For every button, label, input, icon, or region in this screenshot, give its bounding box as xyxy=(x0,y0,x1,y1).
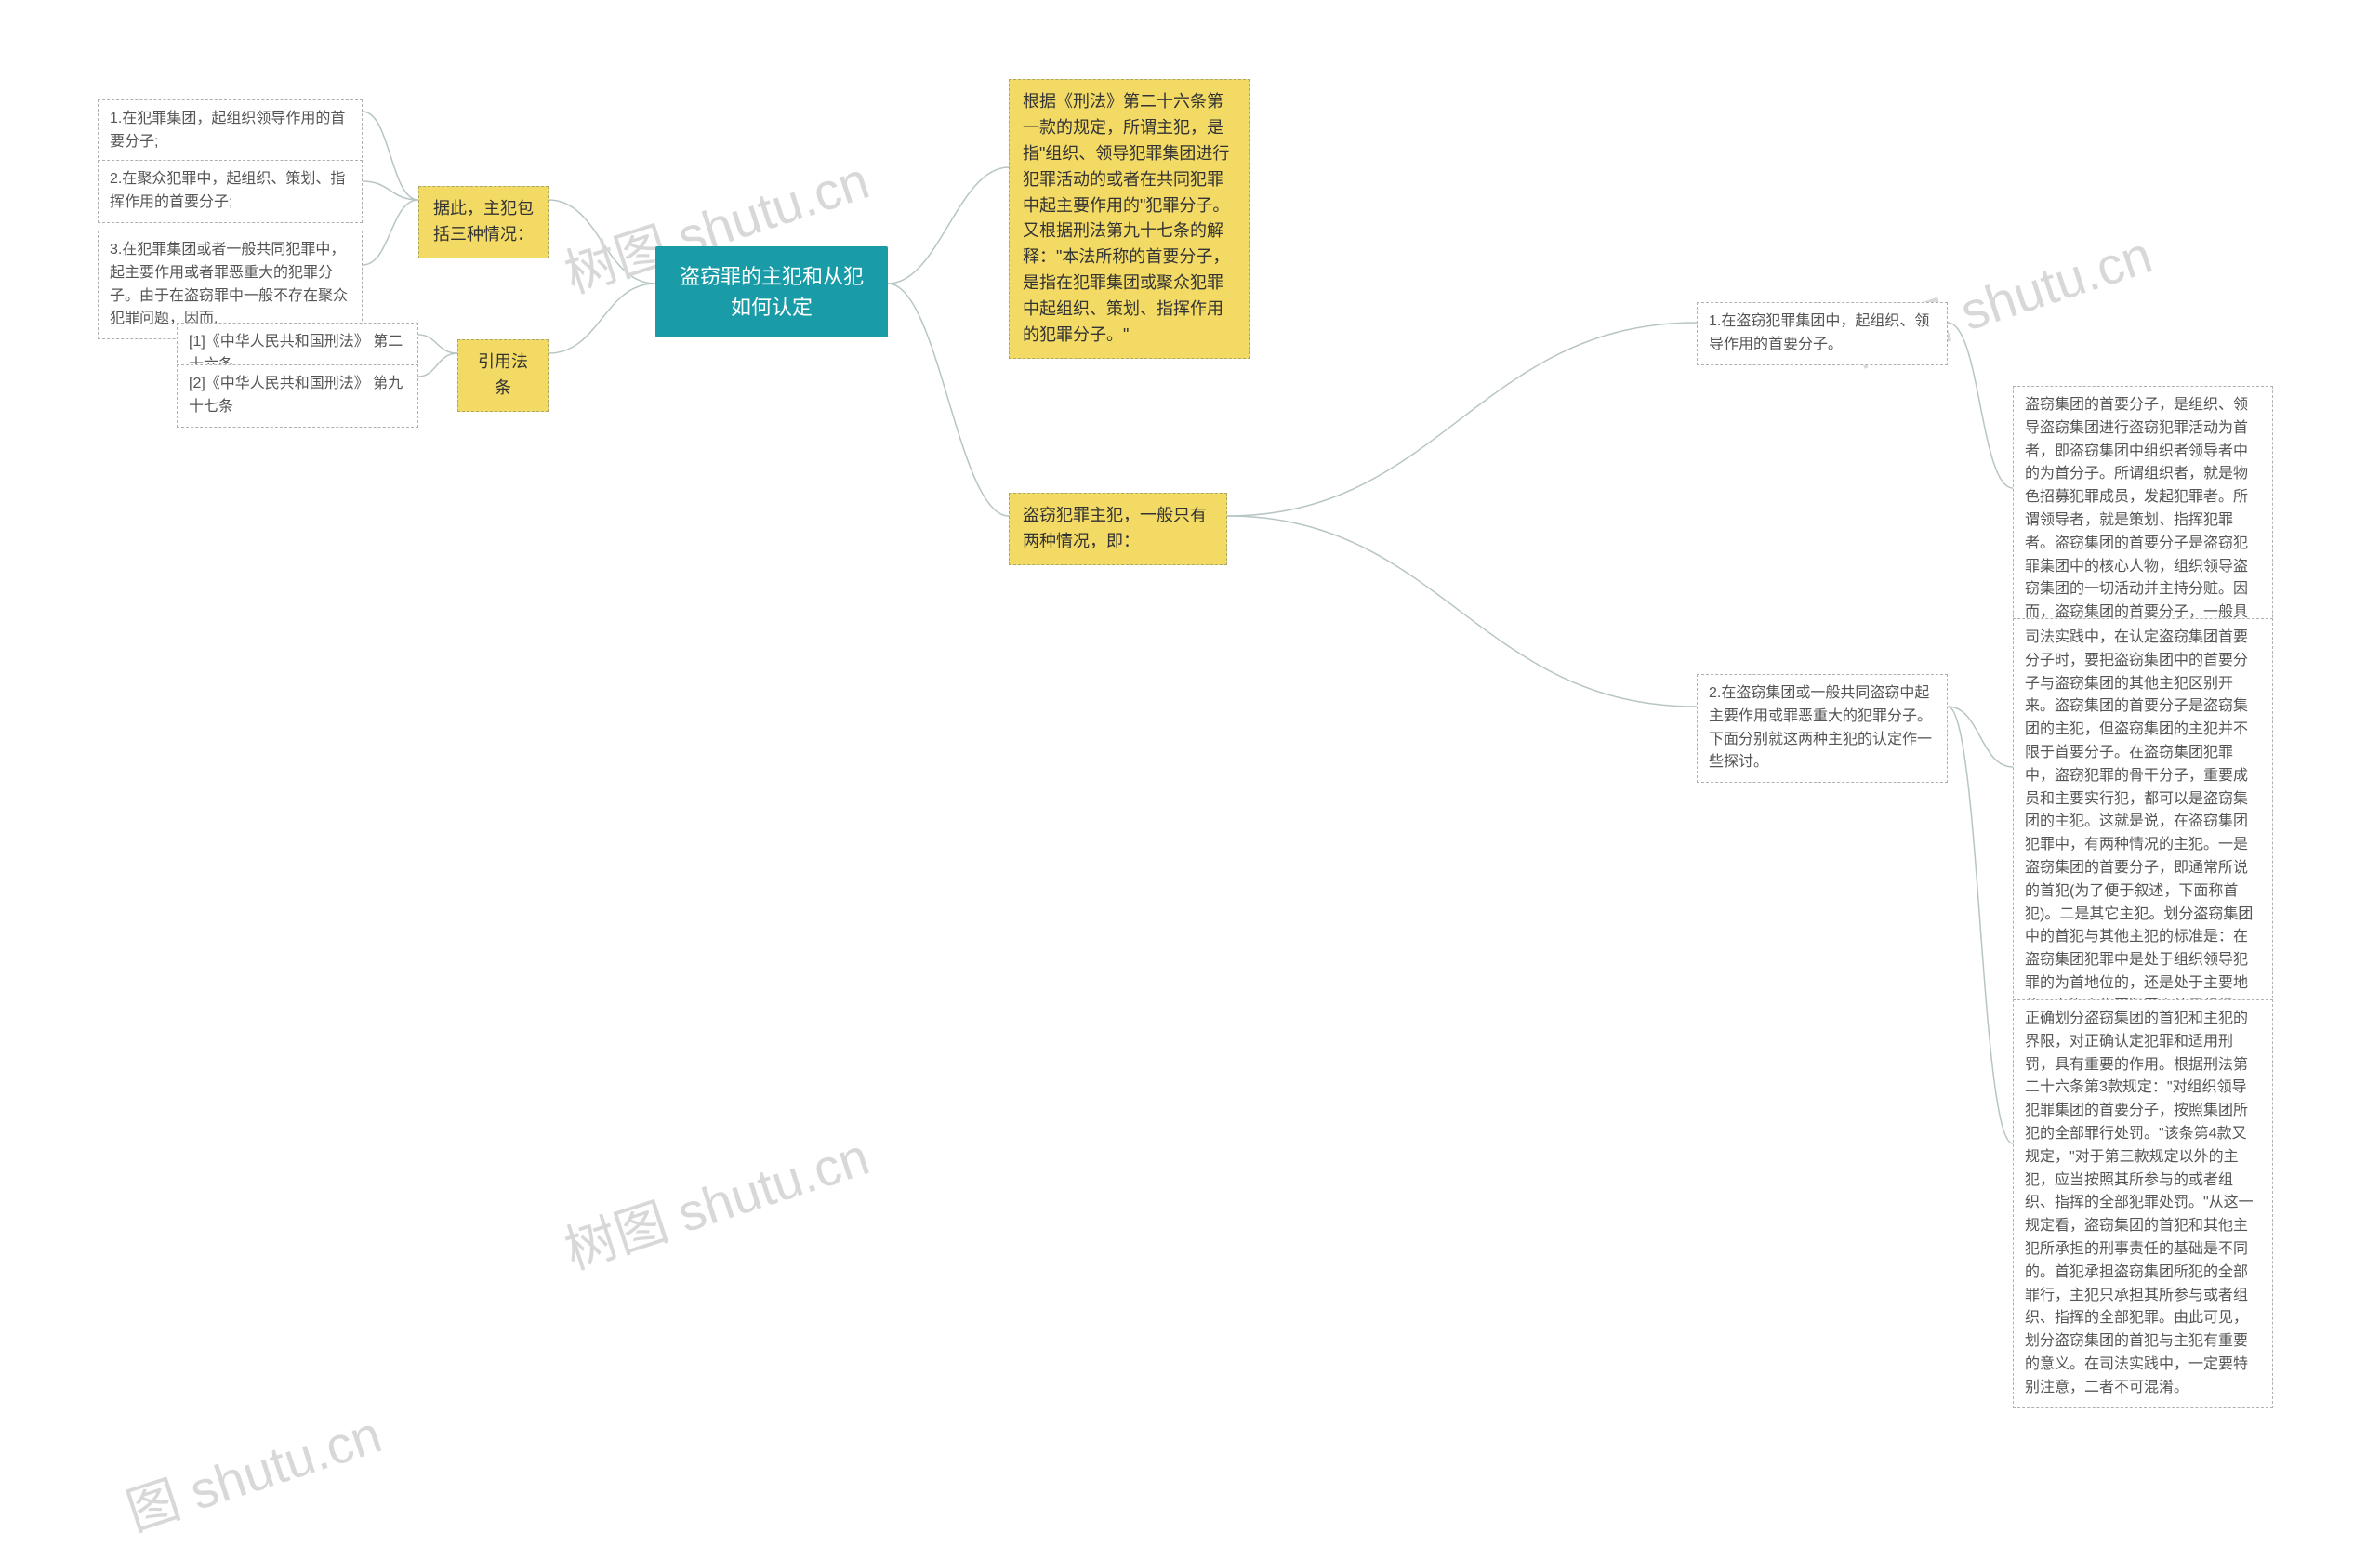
watermark: 树图 shutu.cn xyxy=(554,1116,878,1285)
right-branch-definition: 根据《刑法》第二十六条第一款的规定，所谓主犯，是指"组织、领导犯罪集团进行犯罪活… xyxy=(1009,79,1250,359)
root-node: 盗窃罪的主犯和从犯如何认定 xyxy=(655,246,888,337)
case-1-node: 1.在盗窃犯罪集团中，起组织、领导作用的首要分子。 xyxy=(1697,302,1948,365)
citation-2: [2]《中华人民共和国刑法》 第九十七条 xyxy=(177,364,418,428)
right-branch-two-cases: 盗窃犯罪主犯，一般只有两种情况，即： xyxy=(1009,493,1227,565)
left-branch-three-cases: 据此，主犯包括三种情况： xyxy=(418,186,549,258)
case-2-node: 2.在盗窃集团或一般共同盗窃中起主要作用或罪恶重大的犯罪分子。下面分别就这两种主… xyxy=(1697,674,1948,783)
case-2-detail-2: 正确划分盗窃集团的首犯和主犯的界限，对正确认定犯罪和适用刑罚，具有重要的作用。根… xyxy=(2013,999,2273,1408)
three-case-2: 2.在聚众犯罪中，起组织、策划、指挥作用的首要分子; xyxy=(98,160,363,223)
left-branch-citations: 引用法条 xyxy=(457,339,549,412)
watermark: 图 shutu.cn xyxy=(115,1393,389,1546)
three-case-1: 1.在犯罪集团，起组织领导作用的首要分子; xyxy=(98,99,363,163)
